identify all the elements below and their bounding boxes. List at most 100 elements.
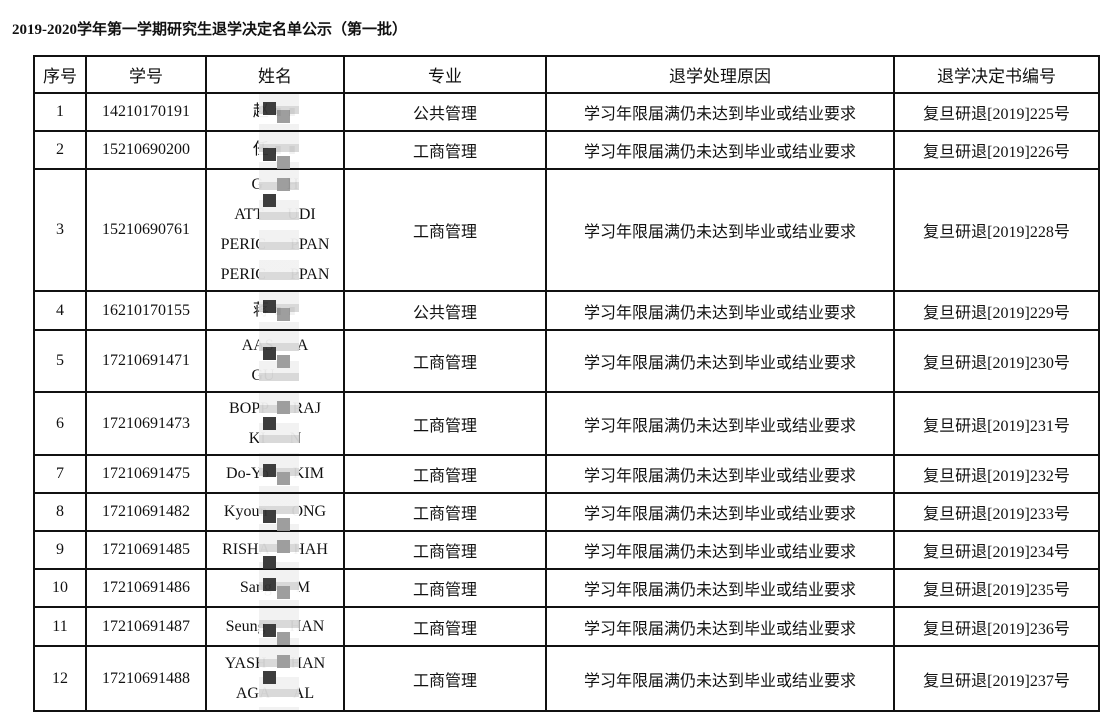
table-row: 215210690200任 ∎ ∎工商管理学习年限届满仍未达到毕业或结业要求复旦… (33, 130, 1100, 170)
dismissal-reason: 学习年限届满仍未达到毕业或结业要求 (545, 492, 895, 532)
major: 公共管理 (343, 92, 547, 132)
table-row: 114210170191赵 ∎ ∎公共管理学习年限届满仍未达到毕业或结业要求复旦… (33, 92, 1100, 132)
dismissal-reason: 学习年限届满仍未达到毕业或结业要求 (545, 568, 895, 608)
decision-number: 复旦研退[2019]225号 (893, 92, 1100, 132)
major: 工商管理 (343, 454, 547, 494)
row-number: 9 (33, 530, 87, 570)
student-id: 17210691485 (85, 530, 207, 570)
decision-number: 复旦研退[2019]235号 (893, 568, 1100, 608)
row-number: 5 (33, 329, 87, 393)
major: 工商管理 (343, 130, 547, 170)
table-row: 416210170155蒋 ∎ ∎公共管理学习年限届满仍未达到毕业或结业要求复旦… (33, 290, 1100, 331)
header-reason: 退学处理原因 (545, 55, 895, 94)
row-number: 1 (33, 92, 87, 132)
row-number: 11 (33, 606, 87, 647)
major: 工商管理 (343, 492, 547, 532)
dismissal-reason: 学习年限届满仍未达到毕业或结业要求 (545, 391, 895, 456)
major: 工商管理 (343, 606, 547, 647)
header-major: 专业 (343, 55, 547, 94)
decision-number: 复旦研退[2019]226号 (893, 130, 1100, 170)
student-name: 赵 ∎ ∎ (205, 92, 345, 132)
student-name: RISHA HAH (205, 530, 345, 570)
document-title: 2019-2020学年第一学期研究生退学决定名单公示（第一批） (12, 22, 407, 38)
name-line: BOPP RAJ (229, 399, 321, 417)
row-number: 7 (33, 454, 87, 494)
student-id: 17210691473 (85, 391, 207, 456)
header-id: 学号 (85, 55, 207, 94)
major: 工商管理 (343, 391, 547, 456)
dismissal-reason: 学习年限届满仍未达到毕业或结业要求 (545, 290, 895, 331)
decision-number: 复旦研退[2019]237号 (893, 645, 1100, 712)
redaction-mosaic (259, 608, 299, 645)
name-line: YASH HAN (224, 654, 326, 672)
dismissal-reason: 学习年限届满仍未达到毕业或结业要求 (545, 130, 895, 170)
major: 公共管理 (343, 290, 547, 331)
decision-number: 复旦研退[2019]236号 (893, 606, 1100, 647)
dismissal-table: 序号 学号 姓名 专业 退学处理原因 退学决定书编号 114210170191赵… (33, 55, 1100, 712)
decision-number: 复旦研退[2019]228号 (893, 168, 1100, 292)
row-number: 6 (33, 391, 87, 456)
student-name: YASH HAN AGA AL (205, 645, 345, 712)
header-no: 序号 (33, 55, 87, 94)
decision-number: 复旦研退[2019]229号 (893, 290, 1100, 331)
name-line: Do-Yo KIM (226, 465, 324, 482)
student-name: Kyoun ONG (205, 492, 345, 532)
decision-number: 复旦研退[2019]232号 (893, 454, 1100, 494)
redaction-mosaic (259, 331, 299, 391)
dismissal-reason: 学习年限届满仍未达到毕业或结业要求 (545, 168, 895, 292)
redaction-mosaic (259, 532, 299, 569)
header-doc: 退学决定书编号 (893, 55, 1100, 94)
table-row: 10 17210691486 Sang M 工商管理 学习年限届满仍未达到毕业或结业要求… (33, 568, 1100, 608)
redaction-mosaic (259, 456, 299, 492)
major: 工商管理 (343, 329, 547, 393)
redaction-mosaic (259, 494, 299, 531)
student-id: 15210690761 (85, 168, 207, 292)
table-row: 8 17210691482 Kyoun ONG 工商管理 学习年限届满仍未达到毕业或结业… (33, 492, 1100, 532)
redaction-mosaic (259, 132, 299, 169)
row-number: 4 (33, 290, 87, 331)
student-id: 17210691487 (85, 606, 207, 647)
decision-number: 复旦研退[2019]231号 (893, 391, 1100, 456)
row-number: 10 (33, 568, 87, 608)
student-id: 15210690200 (85, 130, 207, 170)
dismissal-reason: 学习年限届满仍未达到毕业或结业要求 (545, 530, 895, 570)
decision-number: 复旦研退[2019]233号 (893, 492, 1100, 532)
student-id: 17210691471 (85, 329, 207, 393)
dismissal-reason: 学习年限届满仍未达到毕业或结业要求 (545, 329, 895, 393)
student-name: Seung HAN (205, 606, 345, 647)
table-header-row: 序号 学号 姓名 专业 退学处理原因 退学决定书编号 (33, 55, 1100, 94)
student-id: 17210691488 (85, 645, 207, 712)
student-id: 17210691482 (85, 492, 207, 532)
major: 工商管理 (343, 568, 547, 608)
student-name: 蒋 ∎ ∎ (205, 290, 345, 331)
student-id: 17210691486 (85, 568, 207, 608)
student-id: 14210170191 (85, 92, 207, 132)
row-number: 12 (33, 645, 87, 712)
decision-number: 复旦研退[2019]234号 (893, 530, 1100, 570)
row-number: 8 (33, 492, 87, 532)
redaction-mosaic (259, 647, 299, 710)
table-row: 11 17210691487 Seung HAN 工商管理 学习年限届满仍未达到毕业或结… (33, 606, 1100, 647)
name-line: RISHA HAH (222, 541, 328, 558)
redaction-mosaic (259, 393, 299, 454)
name-line: PERIC PPAN (220, 266, 330, 283)
redaction-mosaic (259, 292, 299, 329)
name-line: PERIC PPAN (220, 236, 330, 253)
redaction-mosaic (259, 170, 299, 290)
redaction-mosaic (259, 94, 299, 130)
major: 工商管理 (343, 168, 547, 292)
name-line: Kyoun ONG (223, 503, 327, 520)
dismissal-reason: 学习年限届满仍未达到毕业或结业要求 (545, 645, 895, 712)
dismissal-reason: 学习年限届满仍未达到毕业或结业要求 (545, 454, 895, 494)
student-name: Do-Yo KIM (205, 454, 345, 494)
major: 工商管理 (343, 530, 547, 570)
table-row: 9 17210691485 RISHA HAH 工商管理 学习年限届满仍未达到毕业或结业… (33, 530, 1100, 570)
student-id: 16210170155 (85, 290, 207, 331)
student-id: 17210691475 (85, 454, 207, 494)
row-number: 3 (33, 168, 87, 292)
